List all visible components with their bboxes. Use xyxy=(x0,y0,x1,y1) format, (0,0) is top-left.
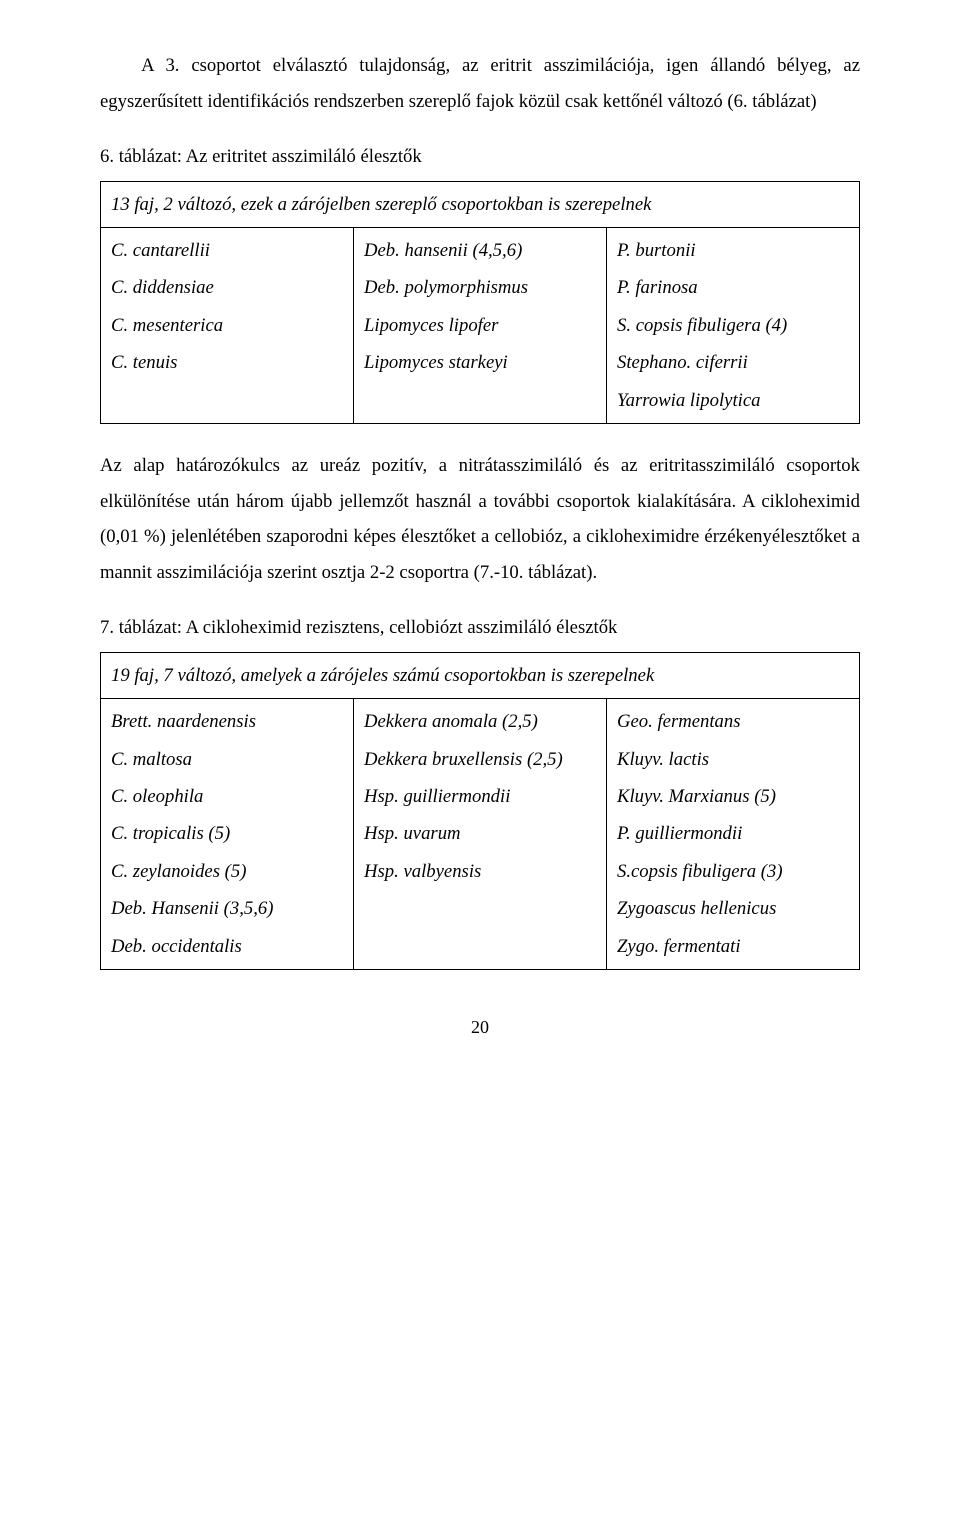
table6-c1-r2: C. diddensiae xyxy=(111,269,343,306)
table6-caption-num: 6. táblázat xyxy=(100,146,177,167)
table7-c3-r1: Geo. fermentans xyxy=(617,703,849,740)
table6-subheader: 13 faj, 2 változó, ezek a zárójelben sze… xyxy=(101,181,860,227)
table7-c3-r4: P. guilliermondii xyxy=(617,815,849,852)
table6-c3-r5: Yarrowia lipolytica xyxy=(617,382,849,419)
table7-c1-r1: Brett. naardenensis xyxy=(111,703,343,740)
table6-c2-r4: Lipomyces starkeyi xyxy=(364,344,596,381)
table7-c3-r3: Kluyv. Marxianus (5) xyxy=(617,778,849,815)
table7-caption: 7. táblázat: A cikloheximid rezisztens, … xyxy=(100,610,860,646)
intro-paragraph-1: A 3. csoportot elválasztó tulajdonság, a… xyxy=(100,48,860,119)
table7-col1: Brett. naardenensis C. maltosa C. oleoph… xyxy=(101,699,354,970)
table7-c2-r4: Hsp. uvarum xyxy=(364,815,596,852)
table6-c3-r2: P. farinosa xyxy=(617,269,849,306)
table6-c2-r3: Lipomyces lipofer xyxy=(364,307,596,344)
table6-c3-r1: P. burtonii xyxy=(617,232,849,269)
table6-c2-r1: Deb. hansenii (4,5,6) xyxy=(364,232,596,269)
table6-col1: C. cantarellii C. diddensiae C. mesenter… xyxy=(101,228,354,424)
table6-col2: Deb. hansenii (4,5,6) Deb. polymorphismu… xyxy=(354,228,607,424)
table6: 13 faj, 2 változó, ezek a zárójelben sze… xyxy=(100,181,860,424)
table7-c1-r2: C. maltosa xyxy=(111,741,343,778)
table7-subheader: 19 faj, 7 változó, amelyek a zárójeles s… xyxy=(101,652,860,698)
intro-paragraph-2: Az alap határozókulcs az ureáz pozitív, … xyxy=(100,448,860,590)
page-number: 20 xyxy=(100,1010,860,1044)
table7-col3: Geo. fermentans Kluyv. lactis Kluyv. Mar… xyxy=(607,699,860,970)
table7-c3-r6: Zygoascus hellenicus xyxy=(617,890,849,927)
table7-c3-r5: S.copsis fibuligera (3) xyxy=(617,853,849,890)
table6-c1-r1: C. cantarellii xyxy=(111,232,343,269)
table7-c1-r3: C. oleophila xyxy=(111,778,343,815)
table7-c2-r3: Hsp. guilliermondii xyxy=(364,778,596,815)
table7-c1-r6: Deb. Hansenii (3,5,6) xyxy=(111,890,343,927)
table6-caption: 6. táblázat: Az eritritet asszimiláló él… xyxy=(100,139,860,175)
table7: 19 faj, 7 változó, amelyek a zárójeles s… xyxy=(100,652,860,970)
table6-c1-r3: C. mesenterica xyxy=(111,307,343,344)
table7-col2: Dekkera anomala (2,5) Dekkera bruxellens… xyxy=(354,699,607,970)
table7-c2-r5: Hsp. valbyensis xyxy=(364,853,596,890)
table7-c3-r2: Kluyv. lactis xyxy=(617,741,849,778)
table6-caption-rest: : Az eritritet asszimiláló élesztők xyxy=(177,146,422,167)
table7-c1-r7: Deb. occidentalis xyxy=(111,928,343,965)
table6-c3-r4: Stephano. ciferrii xyxy=(617,344,849,381)
table7-c1-r5: C. zeylanoides (5) xyxy=(111,853,343,890)
table7-caption-num: 7. táblázat xyxy=(100,617,177,638)
table7-c2-r2: Dekkera bruxellensis (2,5) xyxy=(364,741,596,778)
table7-c2-r1: Dekkera anomala (2,5) xyxy=(364,703,596,740)
table6-c3-r3: S. copsis fibuligera (4) xyxy=(617,307,849,344)
table6-c1-r4: C. tenuis xyxy=(111,344,343,381)
table6-c2-r2: Deb. polymorphismus xyxy=(364,269,596,306)
table7-caption-rest: : A cikloheximid rezisztens, cellobiózt … xyxy=(177,617,618,638)
table7-c1-r4: C. tropicalis (5) xyxy=(111,815,343,852)
table6-col3: P. burtonii P. farinosa S. copsis fibuli… xyxy=(607,228,860,424)
table7-c3-r7: Zygo. fermentati xyxy=(617,928,849,965)
